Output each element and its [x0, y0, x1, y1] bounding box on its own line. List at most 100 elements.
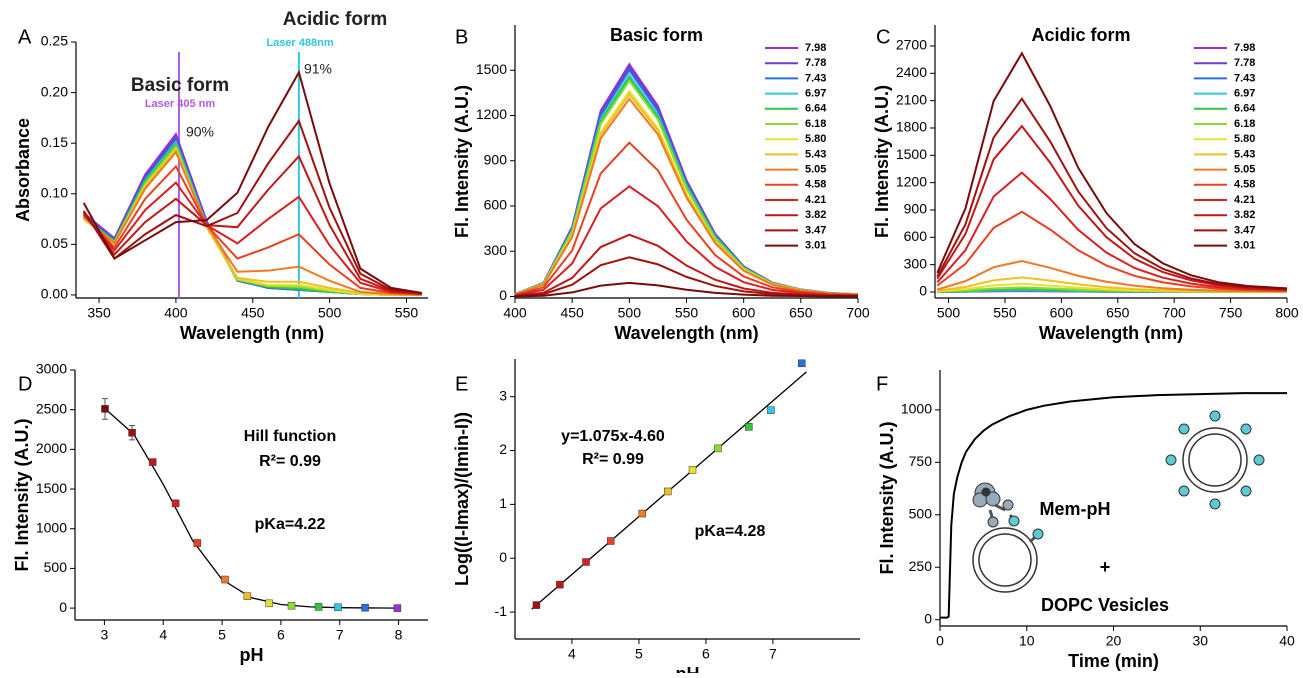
series-line — [940, 392, 1287, 619]
x-tick-label: 650 — [1106, 305, 1130, 321]
legend-label: 3.82 — [805, 209, 826, 221]
legend-label: 4.21 — [1234, 194, 1255, 206]
y-tick-label: 0.20 — [41, 83, 68, 99]
x-tick-label: 550 — [675, 305, 699, 321]
point — [797, 359, 806, 368]
x-axis-label: Time (min) — [1068, 651, 1159, 671]
y-axis-label: Log((I-Imax)/(Imin-I)) — [452, 412, 472, 586]
legend-label: 4.58 — [805, 179, 826, 191]
annotation: Acidic form — [283, 9, 388, 30]
y-tick-label: 1500 — [476, 61, 507, 77]
y-tick-label: 500 — [44, 559, 68, 575]
y-tick-label: 3 — [499, 387, 507, 403]
x-tick-label: 650 — [789, 305, 813, 321]
y-tick-label: 0.25 — [41, 33, 68, 49]
y-tick-label: 0 — [59, 599, 67, 615]
legend-label: 7.98 — [805, 42, 826, 54]
series-line — [936, 259, 1288, 293]
legend-label: 4.58 — [1234, 179, 1255, 191]
series-line — [82, 154, 422, 295]
x-axis-label: Wavelength (nm) — [614, 323, 758, 343]
y-tick-label: 300 — [904, 255, 928, 271]
y-tick-label: 1200 — [476, 106, 507, 122]
legend-label: 5.05 — [1234, 164, 1255, 176]
series-line — [82, 69, 423, 294]
x-axis-label: Wavelength (nm) — [180, 323, 324, 343]
y-tick-label: 0.15 — [41, 134, 68, 150]
y-tick-label: 1 — [499, 495, 507, 511]
x-tick-label: 450 — [241, 305, 265, 321]
y-axis-label: Fl. Intensity (A.U.) — [12, 418, 32, 571]
series-line — [936, 97, 1288, 291]
x-tick-label: 750 — [1219, 305, 1243, 321]
y-axis-label: Fl. Intensity (A.U.) — [452, 85, 472, 238]
x-tick-label: 500 — [937, 305, 961, 321]
legend-label: 3.82 — [1234, 209, 1255, 221]
point — [767, 406, 775, 414]
legend-label: 6.64 — [805, 103, 827, 115]
y-tick-label: 2 — [499, 441, 507, 457]
annotation: Hill function — [244, 428, 336, 445]
y-tick-label: 1000 — [36, 519, 67, 535]
legend-label: 6.97 — [1234, 88, 1255, 100]
series-line — [83, 150, 422, 296]
point — [688, 466, 697, 474]
legend-label: 6.18 — [805, 118, 826, 130]
x-tick-label: 5 — [218, 627, 226, 643]
legend-label: 6.97 — [805, 88, 826, 100]
x-tick-label: 6 — [277, 627, 285, 643]
panel-letter: C — [876, 26, 890, 48]
x-tick-label: 20 — [1106, 633, 1122, 649]
x-tick-label: 10 — [1019, 633, 1035, 649]
legend-label: 7.78 — [1234, 57, 1255, 69]
x-tick-label: 40 — [1279, 633, 1295, 649]
point — [265, 599, 273, 608]
series-line — [82, 164, 422, 295]
point — [243, 592, 252, 600]
point — [101, 405, 109, 413]
point — [361, 603, 369, 612]
panel: B Basic form 400 450 500 550 600 650 700 0 300 600 9… — [452, 25, 870, 343]
x-tick-label: 600 — [1050, 305, 1074, 321]
x-tick-label: 450 — [560, 305, 584, 321]
point — [745, 423, 753, 431]
legend-label: 3.01 — [1234, 240, 1255, 252]
x-tick-label: 8 — [395, 627, 403, 643]
y-tick-label: 750 — [909, 453, 933, 469]
y-tick-label: 2400 — [896, 64, 927, 80]
y-tick-label: 2100 — [896, 91, 927, 107]
legend-label: 3.01 — [805, 240, 826, 252]
point — [334, 603, 342, 612]
legend-label: 5.80 — [805, 133, 826, 145]
annotation: Laser 488nm — [266, 37, 333, 49]
series-line — [936, 210, 1288, 292]
panel-letter: F — [876, 373, 888, 395]
y-tick-label: 1500 — [896, 146, 927, 162]
point — [663, 487, 672, 496]
annotation: Basic form — [131, 75, 229, 96]
y-tick-label: 1200 — [896, 173, 927, 189]
x-tick-label: 400 — [503, 305, 527, 321]
y-tick-label: 2000 — [36, 440, 67, 456]
annotation: 90% — [186, 124, 214, 140]
legend-label: 3.47 — [1234, 224, 1255, 236]
x-tick-label: 700 — [846, 305, 870, 321]
panel: C Acidic form 500 550 600 650 700 750 800 0 300 600… — [872, 25, 1299, 343]
annotation: DOPC Vesicles — [1041, 595, 1169, 615]
y-tick-label: 3000 — [36, 361, 67, 377]
point — [314, 603, 323, 611]
x-axis-label: pH — [240, 645, 264, 665]
series-line — [82, 118, 422, 294]
legend-label: 5.43 — [805, 148, 826, 160]
y-tick-label: 0 — [919, 283, 927, 299]
panel: F 0 10 20 30 40 0 250 500 750 1000 Time (min) Fl. In… — [876, 370, 1295, 671]
x-tick-label: 5 — [635, 646, 643, 662]
point — [607, 537, 615, 545]
x-tick-label: 6 — [702, 646, 710, 662]
chart-title: Basic form — [610, 25, 703, 45]
y-tick-label: 600 — [904, 228, 928, 244]
vesicle-drawing — [972, 410, 1265, 593]
y-tick-label: 500 — [909, 505, 933, 521]
x-tick-label: 4 — [159, 627, 167, 643]
